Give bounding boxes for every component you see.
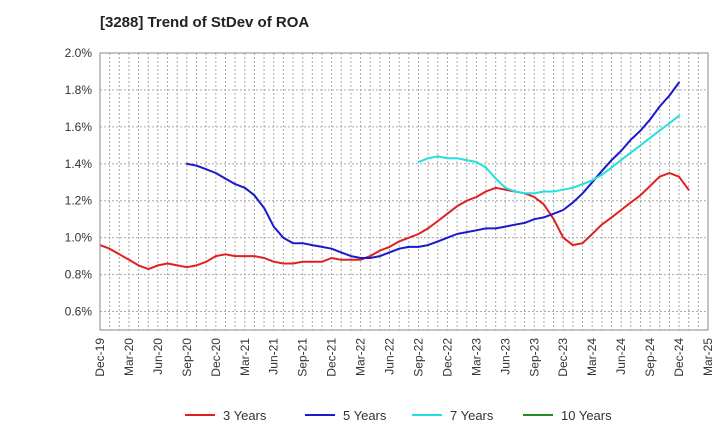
x-tick-label: Jun-21 (267, 338, 281, 375)
chart-title: [3288] Trend of StDev of ROA (100, 14, 310, 31)
x-tick-label: Mar-23 (469, 338, 483, 376)
y-tick-label: 1.8% (65, 83, 93, 97)
series-line-7-years (417, 114, 680, 195)
x-tick-label: Dec-19 (93, 338, 107, 377)
x-tick-label: Jun-23 (498, 338, 512, 375)
x-tick-label: Mar-25 (701, 338, 715, 376)
y-tick-label: 1.6% (65, 120, 93, 134)
series-layer (100, 81, 690, 271)
x-tick-label: Jun-24 (614, 338, 628, 375)
x-axis: Dec-19 Mar-20 Jun-20 Sep-20 Dec-20 Mar-21 Jun-… (93, 338, 715, 377)
x-tick-label: Jun-20 (151, 338, 165, 375)
x-tick-label: Sep-24 (643, 338, 657, 377)
plot-frame (99, 52, 709, 331)
x-tick-label: Jun-22 (383, 338, 397, 375)
series-line-5-years (185, 81, 680, 259)
y-tick-label: 0.6% (65, 305, 93, 319)
x-tick-label: Sep-21 (296, 338, 310, 377)
legend: 3 Years 5 Years 7 Years 10 Years (185, 408, 612, 423)
x-tick-label: Mar-20 (122, 338, 136, 376)
y-tick-label: 1.4% (65, 157, 93, 171)
x-tick-label: Dec-22 (440, 338, 454, 377)
y-tick-label: 1.0% (65, 231, 93, 245)
legend-label: 3 Years (223, 408, 267, 423)
x-tick-label: Sep-23 (527, 338, 541, 377)
legend-label: 10 Years (561, 408, 612, 423)
x-tick-label: Dec-20 (209, 338, 223, 377)
y-tick-label: 0.8% (65, 268, 93, 282)
legend-label: 5 Years (343, 408, 387, 423)
legend-label: 7 Years (450, 408, 494, 423)
plot-grid (99, 52, 709, 331)
series-line-3-years (100, 172, 690, 271)
y-tick-label: 2.0% (65, 46, 93, 60)
x-tick-label: Mar-22 (354, 338, 368, 376)
y-axis: 0.6% 0.8% 1.0% 1.2% 1.4% 1.6% 1.8% 2.0% (65, 46, 93, 319)
x-tick-label: Dec-24 (672, 338, 686, 377)
x-tick-label: Sep-22 (411, 338, 425, 377)
y-tick-label: 1.2% (65, 194, 93, 208)
x-tick-label: Dec-21 (325, 338, 339, 377)
x-tick-label: Mar-21 (238, 338, 252, 376)
x-tick-label: Mar-24 (585, 338, 599, 376)
x-tick-label: Sep-20 (180, 338, 194, 377)
x-tick-label: Dec-23 (556, 338, 570, 377)
